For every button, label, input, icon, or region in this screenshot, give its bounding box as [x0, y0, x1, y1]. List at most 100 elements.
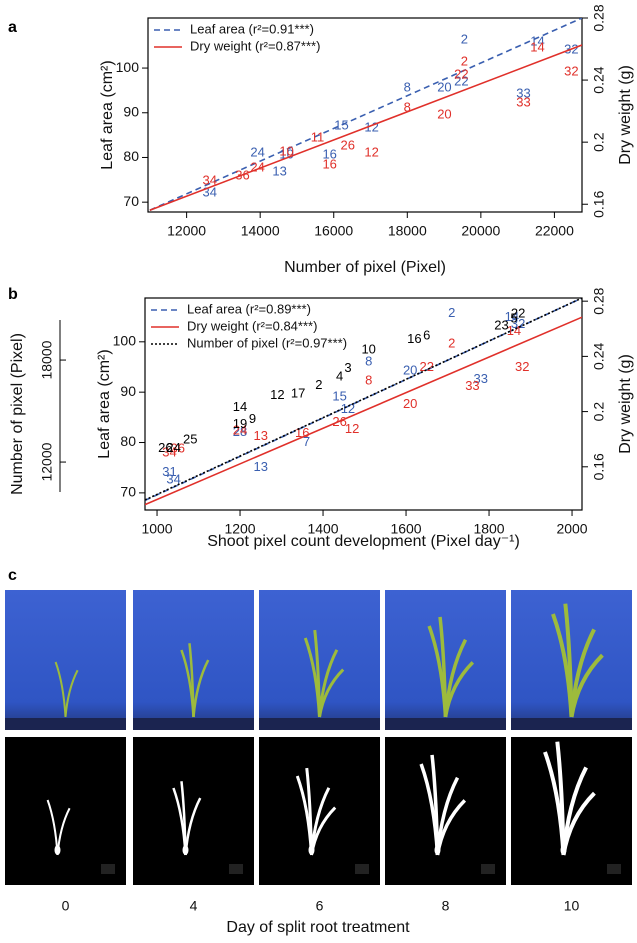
y-tick-label: 90 — [120, 383, 136, 399]
y2-tick-label: 0.28 — [591, 4, 607, 31]
day-label: 6 — [316, 898, 324, 914]
point-label: 13 — [272, 164, 286, 179]
point-label: 9 — [249, 411, 256, 426]
legend-entry: Dry weight (r²=0.84***) — [187, 318, 317, 333]
point-label: 17 — [291, 385, 305, 400]
point-label: 24 — [166, 440, 180, 455]
x-tick-label: 22000 — [535, 223, 574, 239]
point-label: 2 — [448, 305, 455, 320]
y2-tick-label: 0.16 — [591, 190, 607, 217]
fit-line — [145, 316, 582, 506]
point-label: 10 — [279, 147, 293, 162]
legend-entry: Dry weight (r²=0.87***) — [190, 38, 320, 53]
x-axis-label: Number of pixel (Pixel) — [284, 259, 446, 276]
point-label: 26 — [158, 440, 172, 455]
fit-line — [149, 44, 582, 212]
mask-marker — [481, 864, 495, 874]
point-label: 10 — [279, 144, 293, 159]
point-label: 8 — [365, 373, 372, 388]
point-label: 16 — [322, 147, 336, 162]
y2-tick-label: 0.24 — [591, 343, 607, 370]
panel-label: b — [8, 286, 18, 303]
point-label: 36 — [235, 168, 249, 183]
point-label: 34 — [162, 444, 176, 459]
point-label: 20 — [437, 107, 451, 122]
x-tick-label: 1000 — [141, 521, 172, 537]
point-label: 25 — [183, 431, 197, 446]
x-tick-label: 16000 — [314, 223, 353, 239]
x-tick-label: 1400 — [307, 521, 338, 537]
plot-frame — [144, 297, 583, 511]
panel-c-xlabel: Day of split root treatment — [226, 919, 410, 936]
y-tick-label: 100 — [113, 333, 137, 349]
y-tick-label: 80 — [123, 148, 139, 164]
point-label: 12 — [364, 119, 378, 134]
day-label: 4 — [190, 898, 198, 914]
leaf-mask — [555, 741, 566, 856]
point-label: 34 — [203, 173, 217, 188]
point-label: 11 — [311, 130, 325, 145]
y2-tick-label: 0.28 — [591, 287, 607, 314]
x-tick-label: 20000 — [461, 223, 500, 239]
point-label: 20 — [437, 80, 451, 95]
point-label: 32 — [515, 359, 529, 374]
leaf — [569, 653, 604, 718]
leaf-mask — [430, 754, 440, 856]
plot-frame — [147, 17, 583, 213]
point-label: 22 — [511, 306, 525, 321]
leaf-base — [434, 845, 441, 855]
point-label: 16 — [407, 331, 421, 346]
point-label: 7 — [303, 434, 310, 449]
x-tick-label: 18000 — [388, 223, 427, 239]
y-axis-label: Leaf area (cm²) — [96, 349, 113, 458]
y2-tick-label: 0.2 — [591, 402, 607, 422]
point-label: 26 — [340, 138, 354, 153]
leaf — [438, 616, 448, 718]
point-label: 12 — [364, 145, 378, 160]
point-label: 22 — [420, 359, 434, 374]
mask — [5, 737, 126, 885]
y-tick-label: 70 — [120, 484, 136, 500]
y2-axis-label: Dry weight (g) — [617, 354, 634, 454]
point-label: 32 — [511, 316, 525, 331]
y-tick-label: 70 — [123, 193, 139, 209]
legend-entry: Leaf area (r²=0.89***) — [187, 301, 311, 316]
point-label: 26 — [332, 414, 346, 429]
mask-marker — [229, 864, 243, 874]
point-label: 12 — [345, 421, 359, 436]
leaf-base — [54, 845, 61, 855]
point-label: 23 — [494, 317, 508, 332]
point-label: 33 — [516, 94, 530, 109]
point-label: 19 — [233, 416, 247, 431]
leaf-base — [560, 845, 567, 855]
leaf — [313, 629, 321, 718]
x-tick-label: 1600 — [390, 521, 421, 537]
point-label: 20 — [403, 396, 417, 411]
day-label: 10 — [564, 898, 580, 914]
fit-line — [149, 18, 582, 211]
point-label: 36 — [171, 440, 185, 455]
point-label: 8 — [404, 80, 411, 95]
leaf — [318, 668, 345, 718]
y3-tick-label: 12000 — [39, 442, 55, 481]
point-label: 2 — [448, 335, 455, 350]
point-label: 2 — [315, 377, 322, 392]
leaf-base — [308, 845, 315, 855]
point-label: 2 — [461, 31, 468, 46]
point-label: 14 — [233, 399, 247, 414]
y2-tick-label: 0.16 — [591, 453, 607, 480]
leaf — [188, 643, 195, 718]
point-label: 2 — [461, 54, 468, 69]
y-axis-label: Leaf area (cm²) — [99, 60, 116, 169]
point-label: 15 — [332, 389, 346, 404]
y-tick-label: 80 — [120, 433, 136, 449]
point-label: 24 — [250, 160, 264, 175]
leaf-base — [182, 845, 189, 855]
point-label: 12 — [270, 387, 284, 402]
point-label: 6 — [423, 328, 430, 343]
point-label: 10 — [361, 341, 375, 356]
day-label: 8 — [442, 898, 450, 914]
point-label: 20 — [403, 362, 417, 377]
x-tick-label: 2000 — [556, 521, 587, 537]
x-tick-label: 1200 — [224, 521, 255, 537]
